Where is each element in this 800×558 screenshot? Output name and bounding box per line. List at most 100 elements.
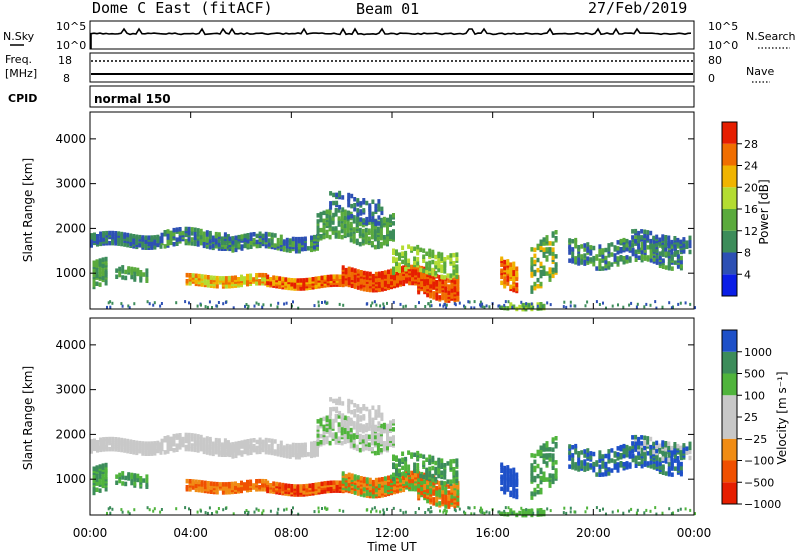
velocity-cell <box>255 439 259 445</box>
power-cell <box>145 268 149 273</box>
velocity-cell <box>520 506 523 510</box>
power-cell <box>211 235 215 240</box>
power-cell <box>530 257 534 262</box>
velocity-cell <box>175 443 179 448</box>
velocity-cell <box>208 506 211 510</box>
velocity-cell <box>367 426 371 431</box>
velocity-cell <box>533 459 537 465</box>
velocity-cell <box>679 461 683 467</box>
power-cell <box>373 234 377 240</box>
velocity-cell <box>667 441 671 446</box>
power-cell <box>243 233 247 239</box>
power-cell <box>598 244 602 249</box>
velocity-cell <box>121 475 125 480</box>
power-cell <box>90 233 93 238</box>
velocity-cell <box>306 452 310 457</box>
power-cell <box>694 306 696 310</box>
power-cell <box>396 283 399 288</box>
power-cell <box>297 236 301 242</box>
power-cell <box>607 247 611 252</box>
velocity-cell <box>440 470 444 475</box>
velocity-cell <box>118 472 122 478</box>
velocity-cell <box>616 462 620 467</box>
velocity-cell <box>649 444 653 450</box>
velocity-cell <box>190 437 194 442</box>
power-cell <box>646 234 650 239</box>
velocity-cell <box>206 487 210 492</box>
velocity-cell <box>667 465 671 471</box>
power-cell <box>631 247 635 253</box>
power-cell <box>323 275 327 280</box>
power-cell <box>554 268 558 273</box>
velocity-cell <box>294 450 298 456</box>
velocity-cell <box>443 475 447 480</box>
velocity-cell <box>443 481 447 486</box>
velocity-cell <box>293 484 297 489</box>
velocity-cell <box>230 481 234 487</box>
power-cell <box>640 241 644 247</box>
velocity-cell <box>379 423 383 429</box>
power-cell <box>347 215 351 220</box>
power-cell <box>346 232 350 238</box>
velocity-cell <box>416 467 420 472</box>
velocity-cell <box>362 424 366 429</box>
velocity-cell <box>636 508 639 512</box>
power-cell <box>163 244 167 249</box>
velocity-cell <box>322 440 326 446</box>
velocity-cell <box>562 511 565 515</box>
power-cell <box>634 257 638 262</box>
velocity-cell <box>453 491 457 497</box>
velocity-cell <box>649 464 653 469</box>
power-cell <box>630 301 633 305</box>
power-cell <box>159 304 162 308</box>
velocity-cell <box>249 442 253 447</box>
power-cell <box>340 234 344 240</box>
power-cell <box>246 243 250 248</box>
power-cell <box>111 234 115 240</box>
velocity-cell <box>332 398 336 404</box>
power-cell <box>328 234 332 240</box>
power-cell <box>205 236 209 241</box>
velocity-cell <box>246 479 249 485</box>
power-cell <box>532 305 535 309</box>
velocity-cell <box>340 416 344 422</box>
power-cell <box>367 236 371 241</box>
velocity-cell <box>637 436 641 442</box>
velocity-cell <box>104 462 108 468</box>
power-cell <box>337 230 341 235</box>
velocity-cell <box>390 474 393 480</box>
power-cell <box>522 306 525 310</box>
velocity-cell <box>253 510 256 514</box>
power-cell <box>664 251 668 256</box>
power-cell <box>117 231 121 236</box>
power-cell <box>640 235 644 240</box>
velocity-cell <box>545 461 549 466</box>
power-cell <box>371 273 375 279</box>
velocity-colorbar-segment <box>722 351 737 374</box>
power-cell <box>568 258 572 263</box>
power-cell <box>636 302 639 306</box>
velocity-cell <box>218 482 222 487</box>
power-cell <box>377 199 381 204</box>
velocity-cell <box>414 511 417 514</box>
velocity-cell <box>432 497 436 502</box>
velocity-cell <box>446 461 450 466</box>
velocity-cell <box>584 510 587 514</box>
velocity-cell <box>190 447 194 452</box>
power-cell <box>347 280 351 286</box>
velocity-cell <box>473 506 476 510</box>
power-cell <box>196 304 199 308</box>
velocity-cell <box>643 454 647 459</box>
power-cell <box>281 276 285 282</box>
velocity-cell <box>249 450 253 455</box>
velocity-cell <box>667 445 671 451</box>
power-cell <box>601 248 605 253</box>
power-cell <box>515 266 519 271</box>
power-cell <box>172 242 176 247</box>
power-colorbar-label: Power [dB] <box>757 179 771 244</box>
power-cell <box>602 301 604 305</box>
power-cell <box>193 235 197 241</box>
velocity-cell <box>595 460 599 465</box>
power-cell <box>592 255 596 261</box>
